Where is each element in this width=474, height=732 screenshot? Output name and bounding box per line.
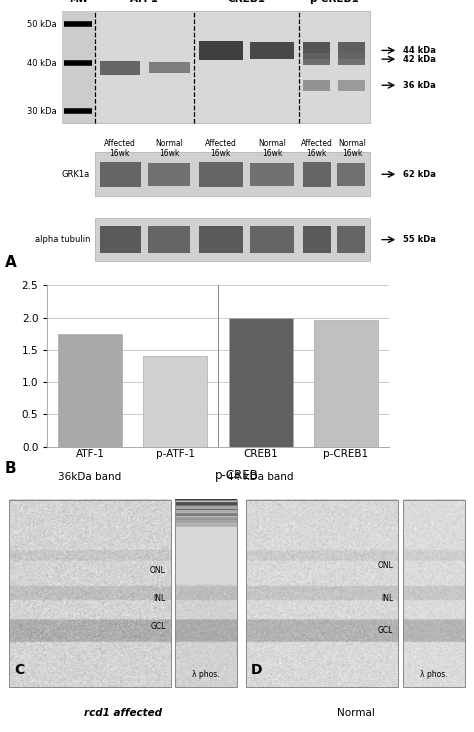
Text: 44 kDa: 44 kDa — [403, 46, 436, 55]
Text: ATF1: ATF1 — [130, 0, 159, 4]
Bar — [338, 42, 365, 59]
Text: 40 kDa: 40 kDa — [27, 59, 57, 68]
Text: GCL: GCL — [151, 622, 166, 631]
Bar — [338, 53, 365, 65]
Bar — [199, 162, 243, 187]
Text: 44 kDa band: 44 kDa band — [228, 472, 294, 482]
Text: λ phos.: λ phos. — [192, 670, 220, 679]
Bar — [149, 62, 190, 73]
Bar — [95, 218, 370, 261]
Text: Affected
16wk: Affected 16wk — [104, 139, 136, 158]
Text: 55 kDa: 55 kDa — [403, 235, 436, 244]
Text: B: B — [5, 461, 17, 476]
Text: Affected
16wk: Affected 16wk — [204, 139, 237, 158]
Bar — [337, 226, 365, 253]
Text: 50 kDa: 50 kDa — [27, 20, 57, 29]
Text: 42 kDa: 42 kDa — [403, 55, 436, 64]
Bar — [303, 226, 331, 253]
Text: Affected
16wk: Affected 16wk — [301, 139, 332, 158]
Bar — [9, 499, 171, 687]
Text: CREB1: CREB1 — [228, 0, 265, 4]
Bar — [337, 163, 365, 186]
Text: ONL: ONL — [150, 566, 166, 575]
Bar — [303, 80, 330, 91]
Bar — [303, 162, 331, 187]
Text: Normal
16wk: Normal 16wk — [155, 139, 183, 158]
Text: ONL: ONL — [378, 561, 393, 569]
Text: Normal: Normal — [337, 708, 374, 718]
Bar — [58, 334, 122, 447]
Bar — [403, 499, 465, 687]
Bar — [303, 53, 330, 65]
Bar — [62, 11, 95, 122]
Text: p-CREB1: p-CREB1 — [310, 0, 359, 4]
Text: Normal
16wk: Normal 16wk — [259, 139, 286, 158]
Text: λ phos.: λ phos. — [420, 670, 447, 679]
Bar — [250, 42, 294, 59]
Text: D: D — [251, 663, 263, 677]
Text: A: A — [5, 255, 17, 269]
Text: C: C — [14, 663, 25, 677]
Text: 36kDa band: 36kDa band — [58, 472, 122, 482]
Bar — [100, 61, 140, 75]
Text: 62 kDa: 62 kDa — [403, 170, 436, 179]
Bar — [95, 152, 370, 196]
Bar — [314, 320, 378, 447]
Text: INL: INL — [154, 594, 166, 603]
Text: rcd1 affected: rcd1 affected — [84, 708, 162, 718]
Bar — [199, 226, 243, 253]
Bar — [143, 356, 207, 447]
Bar — [100, 162, 141, 187]
Bar — [100, 226, 141, 253]
Text: GCL: GCL — [378, 626, 393, 635]
Text: Normal
16wk: Normal 16wk — [338, 139, 366, 158]
Bar — [199, 41, 243, 60]
Text: 30 kDa: 30 kDa — [27, 107, 57, 116]
Bar — [250, 163, 294, 186]
Bar — [303, 42, 330, 59]
Text: alpha tubulin: alpha tubulin — [35, 235, 90, 244]
Bar — [148, 226, 190, 253]
Bar — [175, 499, 237, 687]
Bar — [250, 226, 294, 253]
Bar — [228, 318, 292, 447]
Bar — [338, 80, 365, 91]
Text: INL: INL — [381, 594, 393, 603]
Bar — [148, 163, 190, 186]
Bar — [62, 11, 370, 122]
Text: MW: MW — [69, 0, 88, 4]
Text: GRK1a: GRK1a — [62, 170, 90, 179]
Text: 36 kDa: 36 kDa — [403, 81, 436, 90]
Text: p-CREB: p-CREB — [215, 468, 259, 482]
Bar — [246, 499, 398, 687]
